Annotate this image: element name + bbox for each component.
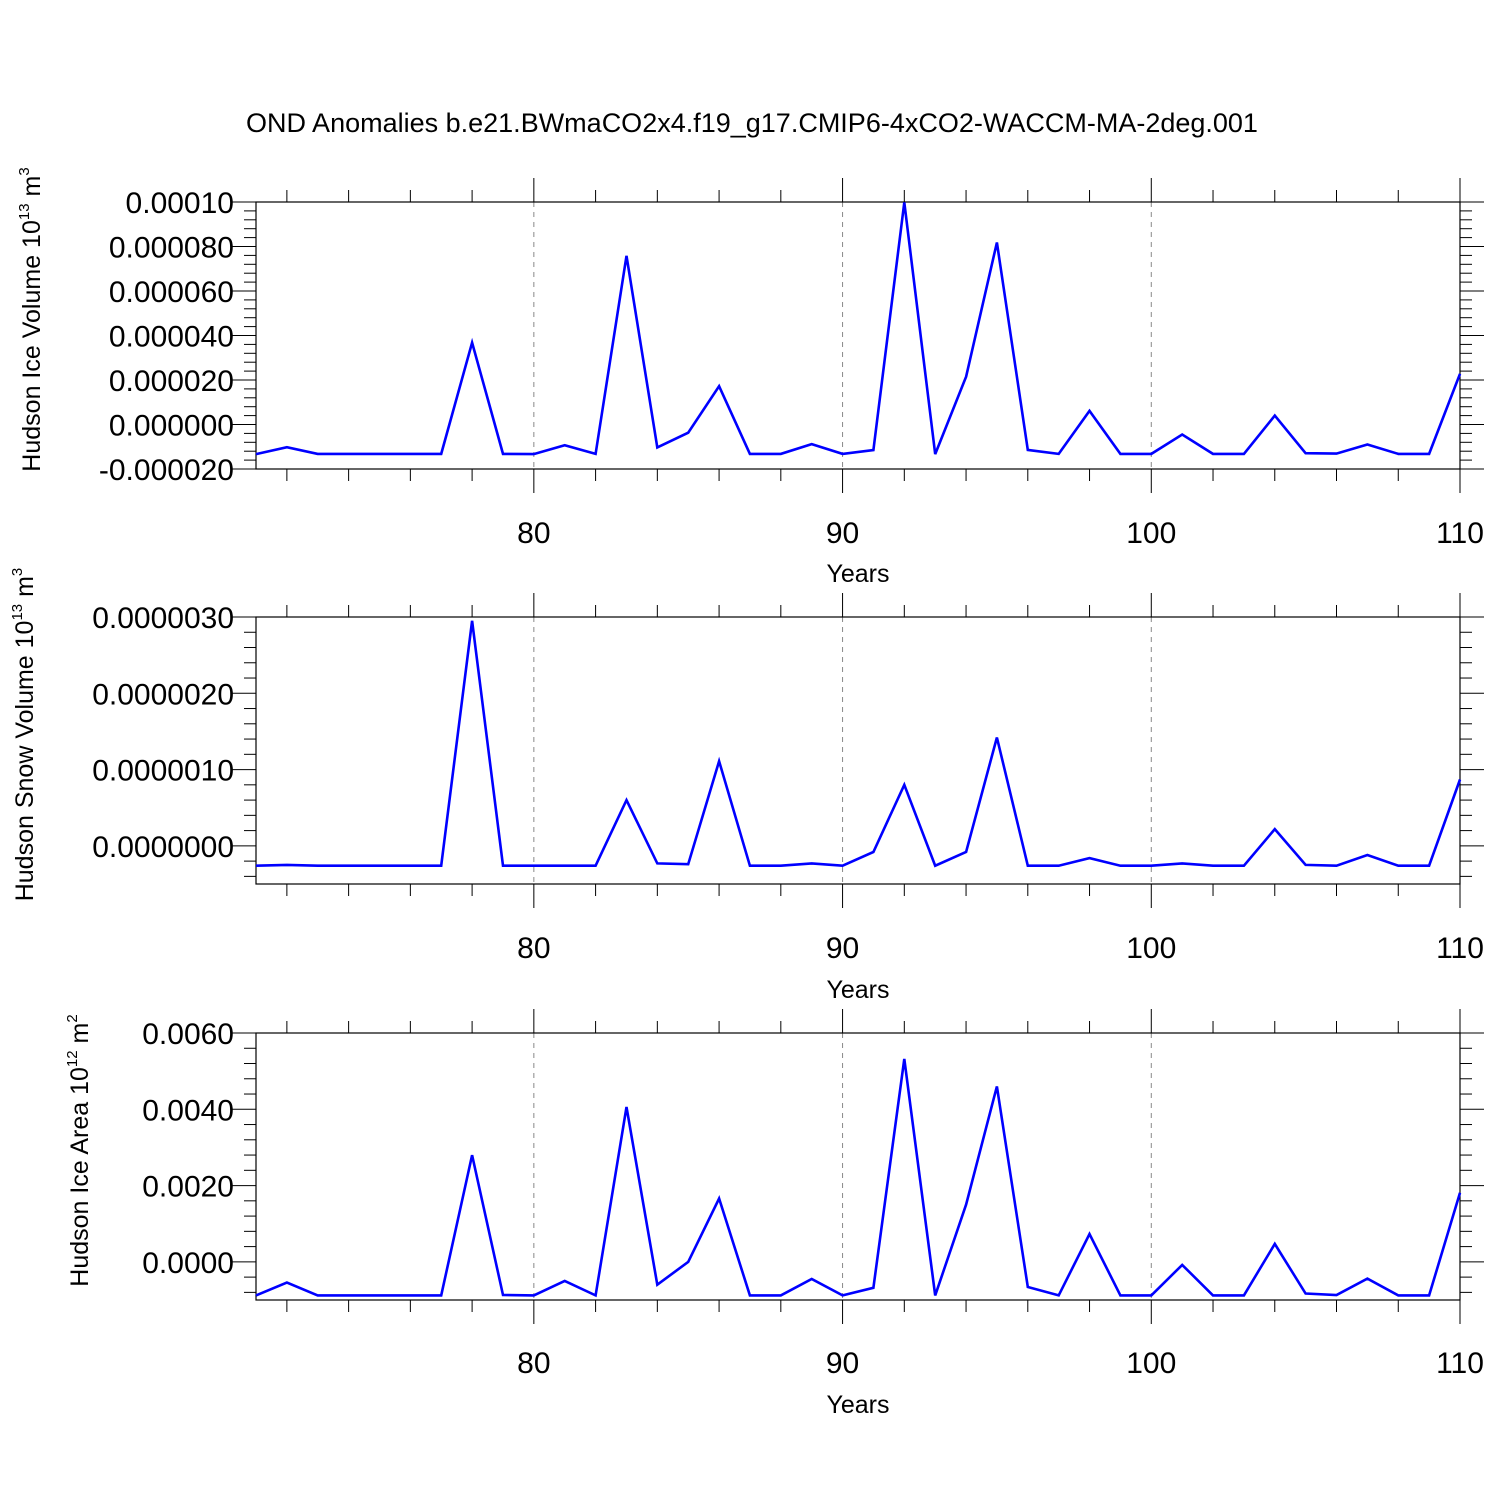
y-axis-label-exponent: 13 [16,203,33,220]
y-axis-label-unit: m [18,176,46,204]
x-tick-label: 80 [517,1347,550,1380]
x-tick-label: 100 [1126,517,1176,550]
y-tick-label: -0.000020 [99,454,234,487]
plot-frame [255,616,1461,885]
x-tick-label: 100 [1126,932,1176,965]
y-tick-label: 0.0000020 [92,678,234,711]
x-tick-label: 80 [517,932,550,965]
y-tick-label: 0.0020 [142,1171,234,1204]
x-tick-label: 80 [517,517,550,550]
x-axis-label: Years [826,560,889,588]
y-tick-label: 0.000020 [109,365,234,398]
series-line-1 [255,620,1462,868]
y-axis-label-unit-power: 3 [9,568,26,576]
y-axis-label-main: Hudson Ice Area 10 [66,1067,94,1287]
y-axis-label: Hudson Ice Volume 1013 m3 [16,167,46,471]
series-line-1 [255,202,1462,456]
chart-panel-2: 0.0000000 0.0000010 0.0000020 0.0000030 80 90… [9,568,1484,1004]
y-tick-label: 0.00010 [126,187,234,220]
plot-frame [255,201,1461,470]
y-tick-label: 0.0000 [142,1247,234,1280]
figure-title: OND Anomalies b.e21.BWmaCO2x4.f19_g17.CM… [246,108,1258,138]
y-tick-label: 0.000000 [109,410,234,443]
x-tick-label: 110 [1436,932,1484,965]
plot-frame [255,1032,1461,1301]
y-tick-label: 0.000080 [109,232,234,265]
y-tick-label: 0.0000030 [92,602,234,635]
y-tick-label: 0.0040 [142,1094,234,1127]
y-axis-label-main: Hudson Snow Volume 10 [11,621,39,902]
x-tick-label: 90 [826,517,859,550]
x-tick-label: 90 [826,1347,859,1380]
y-axis-label-unit: m [11,576,39,604]
y-axis-label: Hudson Ice Area 1012 m2 [64,1014,94,1286]
x-tick-label: 90 [826,932,859,965]
chart-panel-3: 0.0000 0.0020 0.0040 0.0060 80 90 100 110 Years H… [64,1009,1484,1419]
x-axis-label: Years [826,976,889,1004]
y-axis-label: Hudson Snow Volume 1013 m3 [9,568,39,902]
x-tick-label: 110 [1436,1347,1484,1380]
y-axis-label-exponent: 12 [64,1050,81,1067]
y-axis-label-main: Hudson Ice Volume 10 [18,220,46,472]
y-axis-label-unit-power: 2 [64,1014,81,1022]
chart-panel-1: -0.000020 0.000000 0.000020 0.000040 0.00006… [16,167,1484,588]
y-axis-label-unit-power: 3 [16,167,33,175]
y-tick-label: 0.0000010 [92,755,234,788]
y-axis-label-unit: m [66,1023,94,1051]
y-tick-label: 0.000060 [109,276,234,309]
y-tick-label: 0.0000000 [92,831,234,864]
y-axis-label-exponent: 13 [9,604,26,621]
y-tick-label: 0.0060 [142,1018,234,1051]
x-tick-label: 100 [1126,1347,1176,1380]
x-tick-label: 110 [1436,517,1484,550]
x-axis-label: Years [826,1391,889,1419]
panels: -0.000020 0.000000 0.000020 0.000040 0.00006… [9,167,1484,1419]
series-line-1 [255,1058,1462,1298]
y-tick-label: 0.000040 [109,321,234,354]
